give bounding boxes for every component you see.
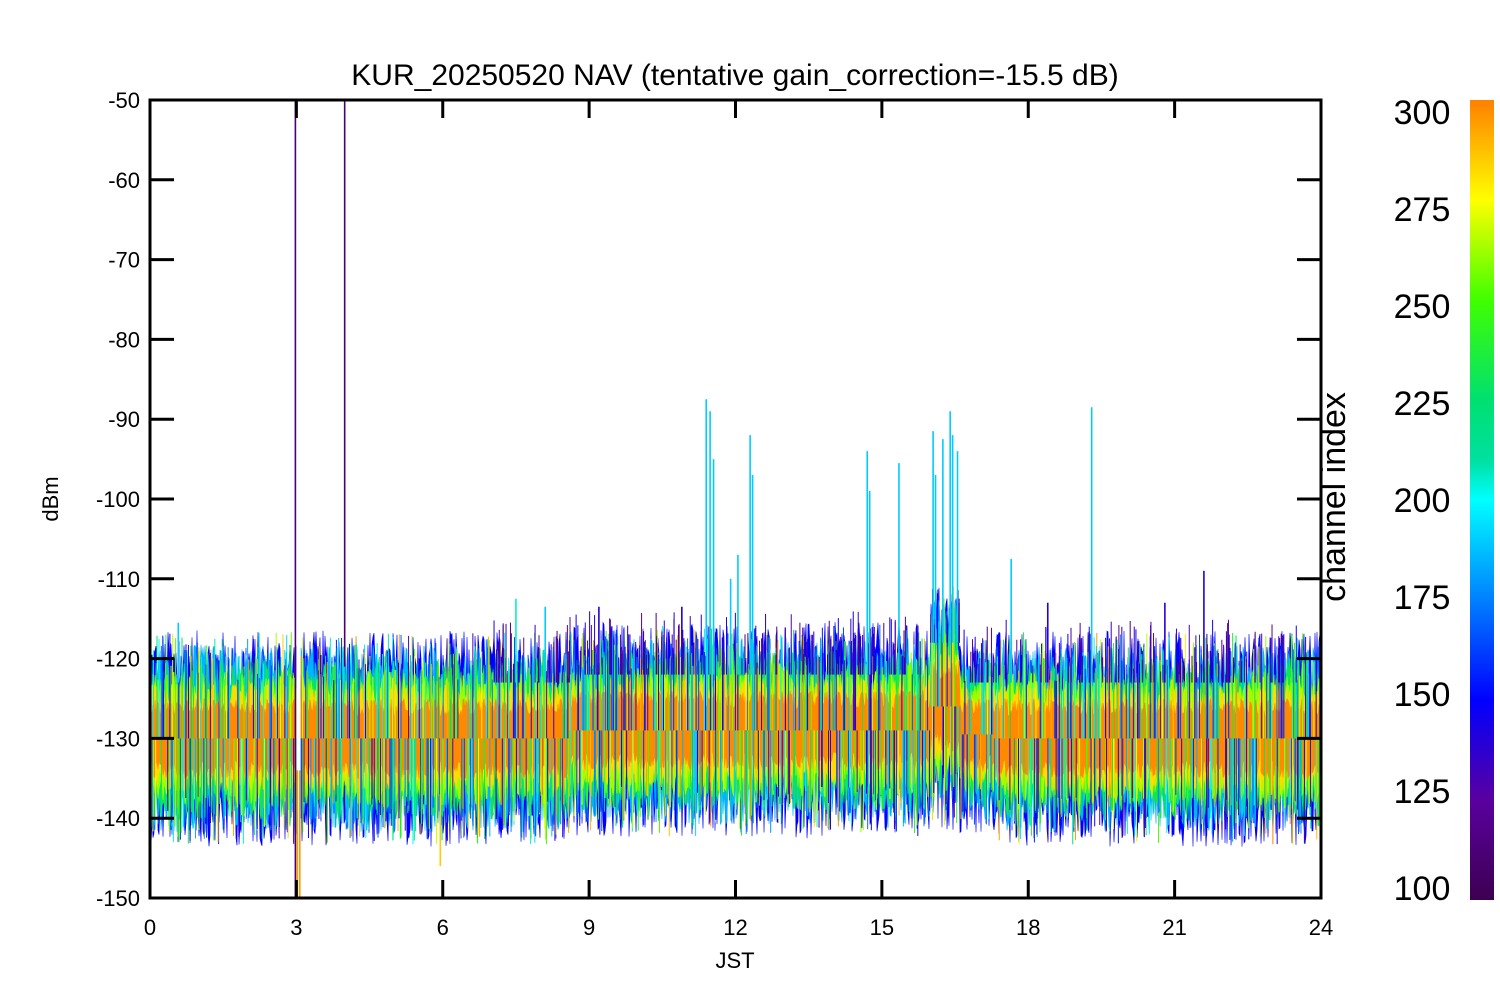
y-tick-label: -50: [108, 88, 140, 113]
x-tick-label: 0: [144, 915, 156, 940]
colorbar-tick-label: 175: [1394, 579, 1451, 617]
x-tick-label: 18: [1016, 915, 1040, 940]
x-tick-label: 6: [437, 915, 449, 940]
colorbar-title: channel index: [1315, 392, 1353, 602]
colorbar: 100 125 150 175 200 225 250 275 300 channel inde…: [1315, 94, 1494, 908]
colorbar-gradient: [1470, 100, 1494, 900]
x-tick-label: 15: [870, 915, 894, 940]
y-tick-label: -60: [108, 168, 140, 193]
x-axis: 0 3 6 9 12 15 18 21 24: [144, 100, 1333, 940]
colorbar-tick-label: 250: [1394, 288, 1451, 326]
x-axis-label: JST: [715, 948, 754, 973]
colorbar-ticks: 100 125 150 175 200 225 250 275 300: [1394, 94, 1451, 908]
y-tick-label: -140: [96, 806, 140, 831]
colorbar-tick-label: 225: [1394, 385, 1451, 423]
x-tick-label: 3: [290, 915, 302, 940]
spike-group: [177, 100, 1293, 898]
y-tick-label: -110: [98, 567, 140, 592]
colorbar-tick-label: 125: [1394, 773, 1451, 811]
y-axis: -50 -60 -70 -80 -90 -100 -110 -120 -130 -140 -150: [96, 88, 1321, 911]
y-tick-label: -90: [108, 407, 140, 432]
y-tick-label: -150: [96, 886, 140, 911]
y-tick-label: -80: [108, 327, 140, 352]
x-tick-label: 12: [723, 915, 747, 940]
x-tick-label: 24: [1309, 915, 1333, 940]
colorbar-tick-label: 275: [1394, 191, 1451, 229]
x-tick-label: 9: [583, 915, 595, 940]
colorbar-tick-label: 150: [1394, 676, 1451, 714]
y-axis-label: dBm: [38, 476, 63, 521]
y-tick-label: -120: [96, 647, 140, 672]
colorbar-tick-label: 300: [1394, 94, 1451, 132]
plot-area: [150, 100, 1321, 898]
noise-band: [150, 586, 1321, 847]
y-tick-label: -70: [108, 248, 140, 273]
chart-title: KUR_20250520 NAV (tentative gain_correct…: [351, 59, 1118, 92]
y-tick-label: -100: [96, 487, 140, 512]
x-tick-label: 21: [1162, 915, 1186, 940]
colorbar-tick-label: 100: [1394, 870, 1451, 908]
colorbar-tick-label: 200: [1394, 482, 1451, 520]
y-tick-label: -130: [96, 726, 140, 751]
